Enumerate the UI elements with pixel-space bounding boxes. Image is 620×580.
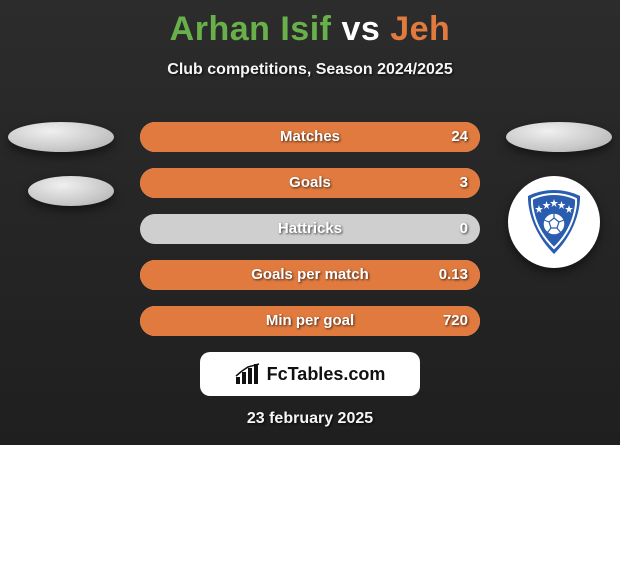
stat-value-right: 0.13: [439, 260, 468, 290]
stat-value-right: 3: [460, 168, 468, 198]
stats-container: Matches24 Goals3 Hattricks0 Goals per match…: [140, 122, 480, 352]
stat-row: Hattricks0: [140, 214, 480, 244]
source-badge-text: FcTables.com: [267, 364, 386, 385]
player1-avatar: [8, 122, 114, 152]
vs-label: vs: [341, 10, 380, 48]
subtitle: Club competitions, Season 2024/2025: [0, 61, 620, 79]
stat-row: Goals3: [140, 168, 480, 198]
player2-name: Jeh: [390, 10, 450, 48]
stat-label: Hattricks: [140, 214, 480, 244]
bars-icon: [235, 363, 261, 385]
player2-avatar: [506, 122, 612, 152]
page-title: Arhan Isif vs Jeh: [0, 0, 620, 49]
stat-row: Goals per match0.13: [140, 260, 480, 290]
stat-row: Matches24: [140, 122, 480, 152]
club-crest-icon: [514, 182, 594, 262]
stat-row: Min per goal720: [140, 306, 480, 336]
stat-label: Min per goal: [140, 306, 480, 336]
stat-label: Goals per match: [140, 260, 480, 290]
player2-club-logo: [508, 176, 600, 268]
lower-panel: [0, 445, 620, 580]
player1-club-logo: [28, 176, 114, 206]
date-label: 23 february 2025: [0, 410, 620, 428]
stat-label: Goals: [140, 168, 480, 198]
stat-value-right: 0: [460, 214, 468, 244]
stat-label: Matches: [140, 122, 480, 152]
comparison-canvas: Arhan Isif vs Jeh Club competitions, Sea…: [0, 0, 620, 580]
player1-name: Arhan Isif: [170, 10, 332, 48]
stat-value-right: 24: [451, 122, 468, 152]
stat-value-right: 720: [443, 306, 468, 336]
upper-panel: Arhan Isif vs Jeh Club competitions, Sea…: [0, 0, 620, 445]
source-badge: FcTables.com: [200, 352, 420, 396]
